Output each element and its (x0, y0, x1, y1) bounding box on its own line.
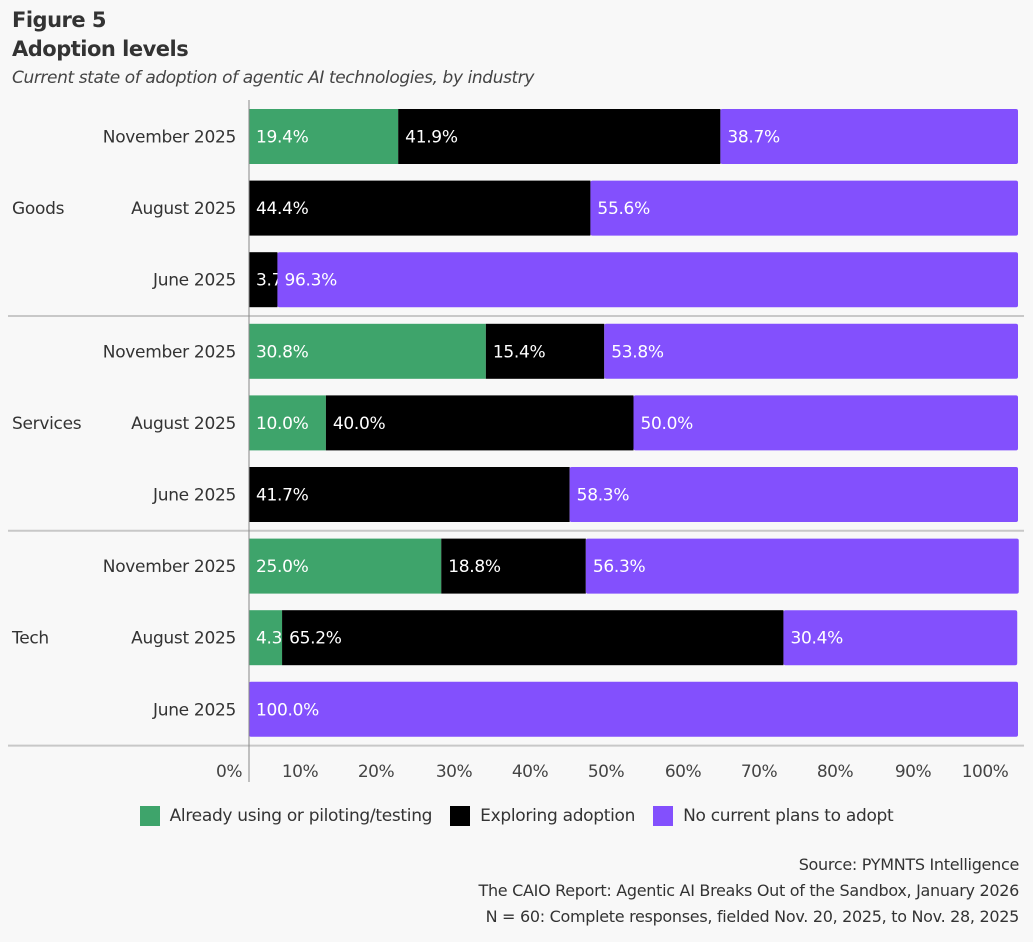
data-label: 40.0% (333, 414, 386, 434)
bar-segment (249, 610, 283, 666)
data-label: 30.8% (256, 342, 309, 362)
x-tick-label: 100% (962, 762, 1009, 782)
bar-segment (569, 467, 1018, 522)
legend-swatch-exploring (450, 806, 471, 826)
report-line: The CAIO Report: Agentic AI Breaks Out o… (478, 881, 1019, 900)
data-label: 55.6% (597, 199, 650, 219)
row-label: August 2025 (131, 629, 236, 649)
group-label: Services (12, 414, 82, 434)
legend-item-exploring: Exploring adoption (450, 806, 635, 826)
x-tick-label: 50% (588, 762, 625, 782)
data-label: 50.0% (641, 414, 694, 434)
bar-segment (249, 323, 486, 379)
x-tick-label: 40% (512, 762, 549, 782)
figure-label: Figure 5 (12, 8, 107, 32)
row-label: November 2025 (103, 128, 236, 148)
x-tick-label: 70% (741, 762, 778, 782)
bar-segment (249, 681, 1018, 737)
legend: Already using or piloting/testing Explor… (0, 806, 1033, 826)
data-label: 10.0% (256, 414, 309, 434)
x-tick-label: 0% (216, 762, 242, 782)
data-label: 58.3% (577, 486, 630, 506)
row-label: November 2025 (103, 557, 236, 577)
bar-segment (325, 395, 634, 451)
chart-subtitle: Current state of adoption of agentic AI … (12, 68, 535, 88)
legend-label-exploring: Exploring adoption (480, 806, 636, 826)
bar-segment (590, 180, 1018, 236)
data-label: 100.0% (256, 700, 319, 720)
legend-item-no-plans: No current plans to adopt (653, 806, 894, 826)
legend-label-using: Already using or piloting/testing (169, 806, 433, 826)
data-label: 65.2% (289, 629, 342, 649)
data-label: 96.3% (284, 271, 337, 291)
stacked-bar-chart: November 2025 19.4% 41.9% 38.7% August 2025 4… (8, 100, 1024, 782)
bar-segment (249, 395, 326, 451)
legend-item-using: Already using or piloting/testing (139, 806, 433, 826)
data-label: 30.4% (790, 629, 843, 649)
row-label: June 2025 (152, 271, 236, 291)
bar-segment (282, 610, 784, 666)
bar-segment (720, 109, 1018, 164)
legend-swatch-no-plans (653, 806, 674, 826)
legend-label-no-plans: No current plans to adopt (683, 806, 894, 826)
x-tick-label: 10% (282, 762, 319, 782)
x-tick-label: 30% (436, 762, 473, 782)
group-label: Tech (11, 629, 49, 649)
bar-segment (277, 252, 1018, 308)
bar-segment (604, 323, 1018, 379)
bar-segment (398, 109, 721, 164)
x-tick-label: 80% (817, 762, 854, 782)
x-tick-label: 20% (358, 762, 395, 782)
row-label: June 2025 (152, 700, 236, 720)
data-label: 41.7% (256, 486, 309, 506)
data-label: 53.8% (611, 342, 664, 362)
legend-swatch-using (139, 806, 160, 826)
data-label: 15.4% (493, 342, 546, 362)
x-tick-label: 90% (895, 762, 932, 782)
data-label: 44.4% (256, 199, 309, 219)
data-label: 25.0% (256, 557, 309, 577)
row-label: August 2025 (131, 414, 236, 434)
bar-segment (441, 538, 586, 594)
data-label: 19.4% (256, 128, 309, 148)
bar-segment (249, 109, 399, 164)
bar-segment (485, 323, 605, 379)
bar-segment (249, 467, 570, 522)
source-line: Source: PYMNTS Intelligence (798, 855, 1020, 874)
row-label: November 2025 (103, 342, 236, 362)
row-label: June 2025 (152, 486, 236, 506)
data-label: 18.8% (448, 557, 501, 577)
data-label: 41.9% (405, 128, 458, 148)
bar-segment (249, 180, 591, 236)
bar-segment (783, 610, 1018, 666)
data-label: 38.7% (727, 128, 780, 148)
x-tick-label: 60% (665, 762, 702, 782)
bar-segment (633, 395, 1018, 451)
chart-title: Adoption levels (12, 37, 189, 61)
bar-segment (249, 538, 442, 594)
group-label: Goods (12, 199, 65, 219)
row-label: August 2025 (131, 199, 236, 219)
bar-segment (249, 252, 278, 308)
source-note: Source: PYMNTS Intelligence The CAIO Rep… (478, 852, 1019, 930)
bar-segment (585, 538, 1019, 594)
data-label: 56.3% (593, 557, 646, 577)
sample-line: N = 60: Complete responses, fielded Nov.… (485, 907, 1020, 926)
